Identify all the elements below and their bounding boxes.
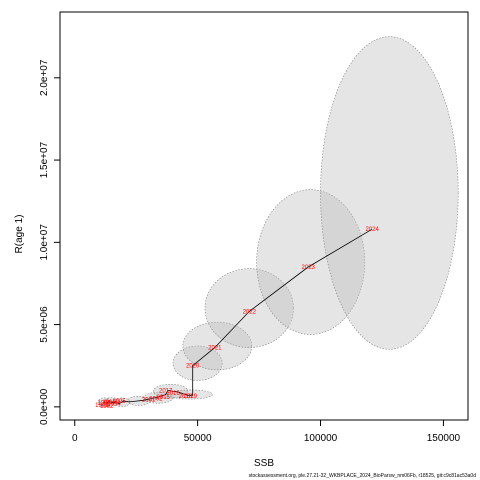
y-tick-label: 0.0e+00 (39, 388, 50, 425)
year-label-2022: 2022 (243, 309, 257, 315)
confidence-ellipse-2020 (172, 345, 223, 381)
year-label-2017: 2017 (159, 388, 173, 394)
year-label-1993: 1993 (98, 401, 112, 407)
footer-caption: stockassessment.org, ple.27.21-32_WKBPLA… (249, 473, 477, 479)
year-label-2023: 2023 (302, 265, 316, 271)
confidence-ellipse-2023 (256, 189, 366, 335)
year-label-1991: 1991 (95, 403, 109, 409)
y-axis: 0.0e+00 5.0e+06 1.0e+07 1.5e+07 2.0e+07 (39, 59, 61, 425)
year-label-2024: 2024 (365, 227, 379, 233)
year-label-2021: 2021 (208, 346, 222, 352)
confidence-ellipses (97, 36, 459, 407)
y-tick-label: 1.5e+07 (39, 141, 50, 178)
trajectory-line (103, 228, 373, 405)
year-label-1998: 1998 (102, 400, 116, 406)
confidence-ellipse-2002 (143, 392, 174, 404)
confidence-ellipse-2017 (153, 384, 189, 399)
confidence-ellipse-2021 (182, 321, 253, 371)
year-label-2001: 2001 (142, 397, 156, 403)
y-axis-title: R(age 1) (14, 215, 25, 254)
x-tick-label: 100000 (304, 433, 338, 444)
year-label-2016: 2016 (166, 391, 180, 397)
x-tick-label: 0 (72, 433, 78, 444)
year-label-2020: 2020 (186, 364, 200, 370)
year-label-2019: 2019 (184, 394, 198, 400)
year-label-2002: 2002 (149, 397, 163, 403)
y-tick-label: 1.0e+07 (39, 224, 50, 261)
y-tick-label: 2.0e+07 (39, 59, 50, 96)
year-label-2015: 2015 (157, 395, 171, 401)
confidence-ellipse-2022 (204, 268, 294, 348)
x-tick-label: 50000 (184, 433, 212, 444)
y-tick-label: 5.0e+06 (39, 306, 50, 343)
year-label-2018: 2018 (179, 394, 193, 400)
confidence-ellipse-2024 (320, 36, 459, 350)
year-label-1995: 1995 (112, 399, 126, 405)
x-axis: 0 50000 100000 150000 (72, 419, 461, 444)
x-axis-title: SSB (254, 458, 274, 469)
year-label-1992: 1992 (100, 404, 114, 410)
ssb-recruitment-path (103, 228, 373, 405)
year-label-1994: 1994 (107, 402, 121, 408)
x-tick-label: 150000 (427, 433, 461, 444)
